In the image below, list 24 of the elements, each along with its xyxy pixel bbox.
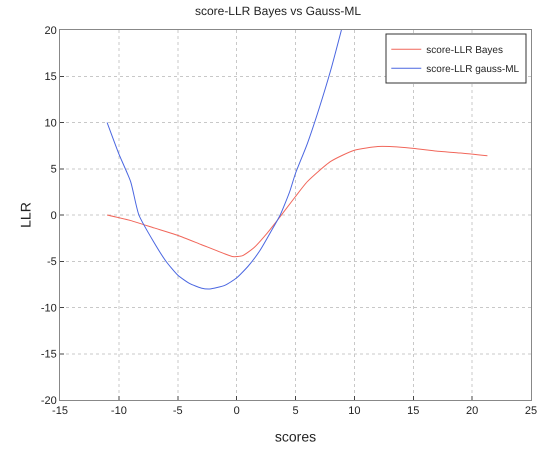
y-tick-label: -10 <box>40 302 57 314</box>
y-tick-label: 20 <box>44 24 57 37</box>
chart-title: score-LLR Bayes vs Gauss-ML <box>194 4 362 18</box>
x-tick-label: 20 <box>466 405 478 418</box>
x-tick-label: 10 <box>348 405 361 418</box>
y-axis-title: LLR <box>17 202 34 228</box>
x-tick-label: -5 <box>172 405 183 418</box>
legend-label: score-LLR gauss-ML <box>426 64 520 76</box>
y-tick-label: -15 <box>40 348 57 361</box>
line-series <box>106 146 488 258</box>
y-tick-label: -20 <box>40 394 57 407</box>
y-tick-label: 5 <box>50 164 57 176</box>
x-axis-title: scores <box>274 428 316 444</box>
x-tick-label: 5 <box>292 405 299 418</box>
x-tick-label: -10 <box>110 405 127 418</box>
line-series <box>106 30 342 290</box>
x-tick-label: 15 <box>407 405 420 418</box>
x-tick-label: 25 <box>524 405 538 418</box>
y-tick-label: 10 <box>44 117 57 130</box>
y-tick-label: 0 <box>50 210 57 222</box>
y-tick-label: 15 <box>44 71 57 84</box>
legend-label: score-LLR Bayes <box>426 45 503 56</box>
x-tick-label: 0 <box>234 405 240 418</box>
y-tick-label: -5 <box>47 256 57 268</box>
